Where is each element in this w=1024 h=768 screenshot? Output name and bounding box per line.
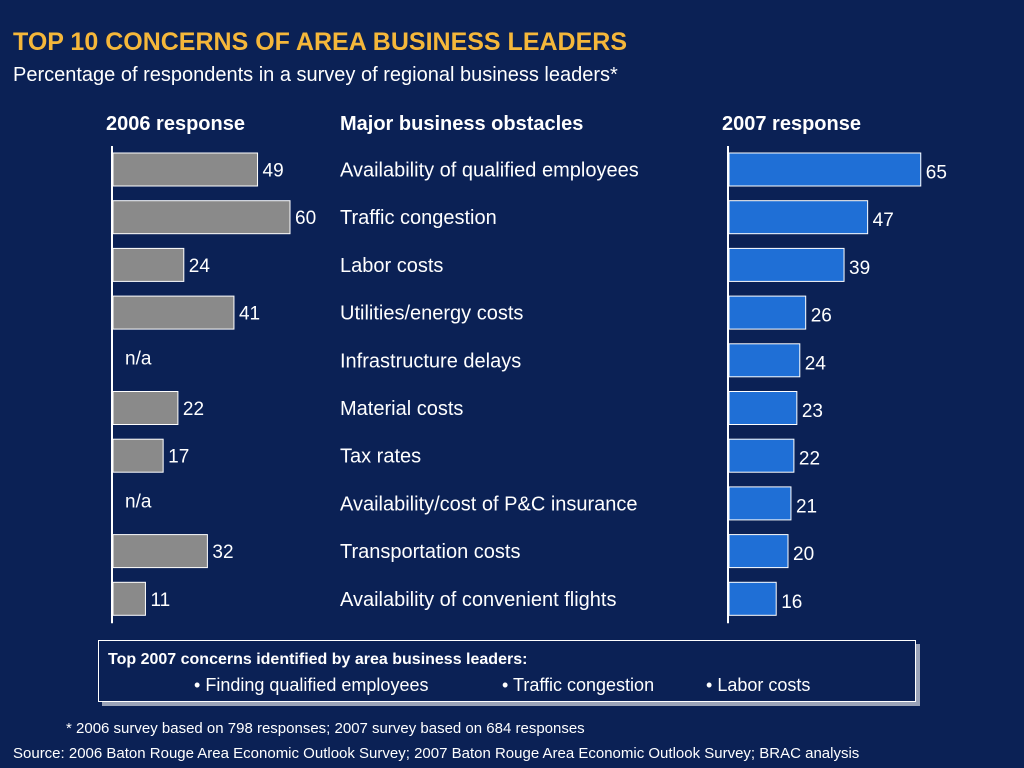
data-label-2006: 24 bbox=[189, 256, 211, 277]
series-2007-group: 65 47 39 26 24 23 22 21 20 16 bbox=[727, 146, 947, 624]
callout-item: • Finding qualified employees bbox=[194, 675, 428, 696]
category-label: Utilities/energy costs bbox=[340, 303, 523, 325]
data-label-2007: 22 bbox=[799, 449, 820, 470]
category-label: Availability/cost of P&C insurance bbox=[340, 493, 638, 515]
data-label-2006: n/a bbox=[125, 491, 152, 512]
bar-2006 bbox=[112, 581, 146, 616]
data-label-2007: 47 bbox=[873, 210, 894, 231]
bar-2007 bbox=[728, 391, 798, 425]
data-label-2007: 21 bbox=[796, 496, 817, 517]
category-label: Traffic congestion bbox=[340, 207, 497, 229]
bar-2007 bbox=[728, 247, 845, 282]
data-label-2007: 39 bbox=[849, 258, 870, 279]
bar-2006 bbox=[112, 438, 164, 473]
bullet-icon: • bbox=[706, 675, 713, 695]
series-2006-group: 49 60 24 41 n/a 22 17 n/a 32 11 bbox=[111, 146, 316, 624]
category-label: Labor costs bbox=[340, 255, 443, 277]
category-label: Transportation costs bbox=[340, 541, 520, 563]
bar-2006 bbox=[112, 152, 259, 187]
callout-title: Top 2007 concerns identified by area bus… bbox=[108, 651, 528, 668]
bar-2006 bbox=[112, 391, 179, 425]
bullet-icon: • bbox=[194, 675, 201, 695]
bar-2007 bbox=[728, 295, 807, 330]
callout-item: • Traffic congestion bbox=[502, 675, 654, 696]
data-label-2007: 65 bbox=[926, 163, 947, 184]
callout-item-label: Finding qualified employees bbox=[205, 675, 429, 695]
category-label: Tax rates bbox=[340, 446, 421, 468]
bar-2007 bbox=[728, 438, 795, 473]
bar-2007 bbox=[728, 581, 777, 616]
footnote: * 2006 survey based on 798 responses; 20… bbox=[66, 720, 585, 737]
callout-item-label: Traffic congestion bbox=[513, 675, 655, 695]
data-label-2006: n/a bbox=[125, 348, 152, 369]
data-label-2007: 26 bbox=[811, 306, 832, 327]
data-label-2006: 60 bbox=[295, 208, 316, 229]
data-label-2006: 11 bbox=[150, 590, 170, 611]
column-header-2007: 2007 response bbox=[722, 113, 861, 135]
category-label: Availability of qualified employees bbox=[340, 160, 639, 182]
page-title: TOP 10 CONCERNS OF AREA BUSINESS LEADERS bbox=[13, 28, 628, 56]
key-concerns-callout: Top 2007 concerns identified by area bus… bbox=[98, 640, 916, 702]
data-label-2007: 20 bbox=[793, 544, 814, 565]
data-label-2006: 49 bbox=[263, 161, 284, 182]
column-header-2006: 2006 response bbox=[106, 113, 245, 135]
bar-2007 bbox=[728, 486, 792, 521]
data-label-2007: 24 bbox=[805, 353, 827, 374]
data-label-2007: 16 bbox=[781, 592, 802, 613]
data-label-2006: 41 bbox=[239, 304, 260, 325]
bar-2007 bbox=[728, 200, 869, 235]
page-subtitle: Percentage of respondents in a survey of… bbox=[13, 64, 618, 86]
bar-2007 bbox=[728, 343, 801, 378]
bar-2006 bbox=[112, 247, 185, 282]
category-label: Availability of convenient flights bbox=[340, 589, 616, 611]
category-label: Infrastructure delays bbox=[340, 350, 521, 372]
callout-item-label: Labor costs bbox=[717, 675, 811, 695]
bar-2006 bbox=[112, 534, 208, 569]
bar-2007 bbox=[728, 152, 922, 187]
bar-2006 bbox=[112, 200, 291, 235]
bar-2006 bbox=[112, 295, 235, 330]
category-label: Material costs bbox=[340, 398, 463, 420]
bar-2007 bbox=[728, 534, 789, 569]
data-label-2007: 23 bbox=[802, 401, 823, 422]
data-label-2006: 22 bbox=[183, 399, 204, 420]
bullet-icon: • bbox=[502, 675, 509, 695]
source-note: Source: 2006 Baton Rouge Area Economic O… bbox=[13, 745, 860, 762]
callout-item: • Labor costs bbox=[706, 675, 810, 696]
data-label-2006: 32 bbox=[212, 542, 233, 563]
column-header-obstacles: Major business obstacles bbox=[340, 113, 584, 135]
bar-chart: 49 60 24 41 n/a 22 17 n/a 32 11 Availability of q… bbox=[111, 146, 947, 624]
data-label-2006: 17 bbox=[168, 447, 189, 468]
category-labels-group: Availability of qualified employees Traff… bbox=[340, 160, 639, 611]
